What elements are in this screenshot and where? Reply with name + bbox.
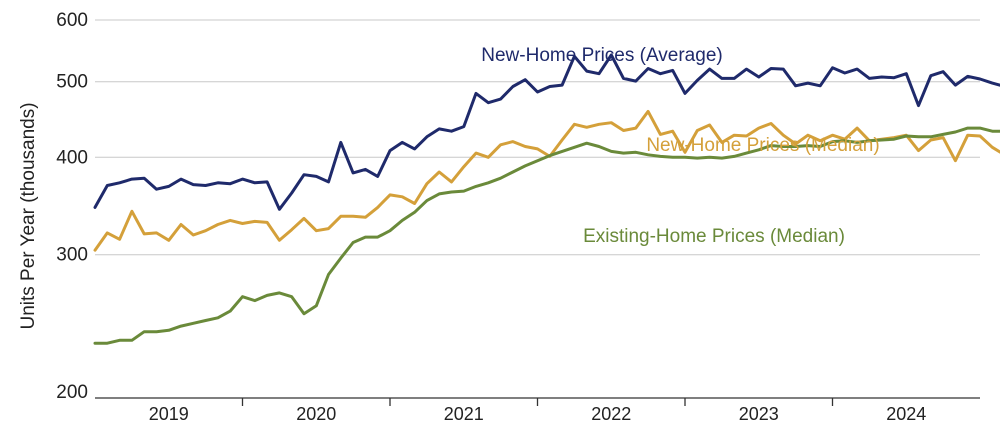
x-tick-label-2019: 2019: [149, 404, 189, 424]
series-label-new-home-median: New-Home Prices (Median): [646, 135, 879, 156]
y-tick-label-600: 600: [56, 10, 88, 31]
y-tick-label-400: 400: [56, 147, 88, 168]
y-tick-label-300: 300: [56, 245, 88, 266]
x-tick-label-2020: 2020: [296, 404, 336, 424]
series-lines: [93, 53, 1000, 345]
y-tick-label-500: 500: [56, 72, 88, 93]
x-axis-labels: 2019 2020 2021 2022 2023 2024: [149, 404, 927, 424]
y-axis-ticks: 200 300 400 500 600: [56, 10, 88, 403]
y-tick-label-200: 200: [56, 382, 88, 403]
x-tick-label-2024: 2024: [886, 404, 926, 424]
series-label-existing-home-median: Existing-Home Prices (Median): [583, 226, 845, 247]
series-line-0: [93, 53, 1000, 211]
series-label-new-home-average: New-Home Prices (Average): [481, 45, 722, 66]
y-axis-label: Units Per Year (thousands): [18, 102, 39, 329]
series-line-2: [93, 126, 1000, 345]
x-axis-ticks: [241, 398, 834, 406]
x-tick-label-2021: 2021: [444, 404, 484, 424]
x-tick-label-2023: 2023: [739, 404, 779, 424]
x-tick-label-2022: 2022: [591, 404, 631, 424]
series-line-1: [93, 109, 1000, 252]
gridlines: [95, 19, 980, 256]
